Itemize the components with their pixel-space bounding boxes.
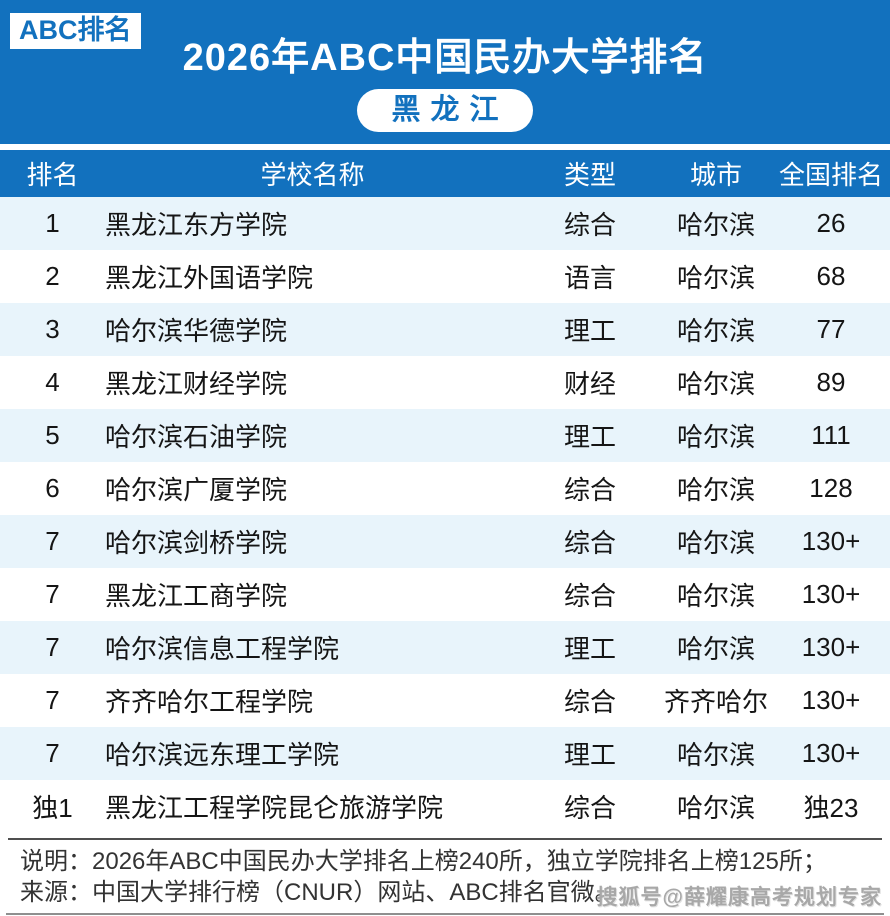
national-rank-cell: 128	[809, 473, 853, 503]
national-rank-cell: 130+	[801, 632, 861, 662]
table-row: 2 黑龙江外国语学院 语言 哈尔滨 68	[0, 250, 890, 303]
school-name-cell: 黑龙江外国语学院	[105, 263, 314, 293]
bottom-border	[6, 913, 884, 915]
table-row: 7 哈尔滨信息工程学院 理工 哈尔滨 130+	[0, 621, 890, 674]
national-rank-cell: 130+	[801, 685, 861, 715]
type-cell: 综合	[563, 528, 616, 558]
school-name-cell: 黑龙江工商学院	[105, 581, 288, 611]
table-row: 7 黑龙江工商学院 综合 哈尔滨 130+	[0, 568, 890, 621]
national-rank-cell: 89	[816, 367, 846, 397]
city-cell: 哈尔滨	[676, 422, 755, 452]
national-rank-cell: 130+	[801, 738, 861, 768]
rank-cell: 7	[45, 526, 60, 556]
rank-cell: 独1	[32, 793, 73, 823]
table-row: 6 哈尔滨广厦学院 综合 哈尔滨 128	[0, 462, 890, 515]
table-row: 7 哈尔滨远东理工学院 理工 哈尔滨 130+	[0, 727, 890, 780]
region-label: 黑龙江	[391, 93, 509, 126]
rank-cell: 2	[45, 261, 60, 291]
school-name-cell: 哈尔滨远东理工学院	[105, 740, 340, 770]
type-cell: 理工	[563, 634, 616, 664]
type-cell: 综合	[563, 581, 616, 611]
school-name-cell: 哈尔滨广厦学院	[105, 475, 288, 505]
type-cell: 理工	[563, 422, 616, 452]
city-cell: 齐齐哈尔	[663, 687, 768, 717]
city-cell: 哈尔滨	[676, 369, 755, 399]
city-cell: 哈尔滨	[676, 528, 755, 558]
table-row: 3 哈尔滨华德学院 理工 哈尔滨 77	[0, 303, 890, 356]
rank-cell: 7	[45, 685, 60, 715]
type-cell: 综合	[563, 210, 616, 240]
rank-cell: 7	[45, 579, 60, 609]
city-cell: 哈尔滨	[676, 581, 755, 611]
national-rank-cell: 111	[811, 420, 851, 450]
table-row: 1 黑龙江东方学院 综合 哈尔滨 26	[0, 197, 890, 250]
footer-divider	[8, 838, 882, 840]
col-header-city: 城市	[689, 160, 742, 190]
city-cell: 哈尔滨	[676, 263, 755, 293]
banner: ABC排名 2026年ABC中国民办大学排名 黑龙江	[0, 0, 890, 144]
national-rank-cell: 26	[816, 208, 846, 238]
school-name-cell: 哈尔滨华德学院	[105, 316, 288, 346]
col-header-national-rank: 全国排名	[778, 160, 883, 190]
national-rank-cell: 独23	[803, 793, 859, 823]
type-cell: 理工	[563, 316, 616, 346]
type-cell: 综合	[563, 475, 616, 505]
abc-ranking-badge: ABC排名	[10, 13, 141, 49]
type-cell: 语言	[563, 263, 616, 293]
type-cell: 理工	[563, 740, 616, 770]
rank-cell: 1	[45, 208, 60, 238]
school-name-cell: 黑龙江财经学院	[105, 369, 288, 399]
school-name-cell: 哈尔滨剑桥学院	[105, 528, 288, 558]
table-row: 4 黑龙江财经学院 财经 哈尔滨 89	[0, 356, 890, 409]
national-rank-cell: 130+	[801, 579, 861, 609]
table-header-row: 排名 学校名称 类型 城市 全国排名	[0, 150, 890, 197]
region-pill: 黑龙江	[357, 88, 533, 132]
col-header-type: 类型	[563, 160, 616, 190]
city-cell: 哈尔滨	[676, 210, 755, 240]
national-rank-cell: 77	[816, 314, 846, 344]
col-header-school-name: 学校名称	[260, 160, 365, 190]
note-line: 说明：2026年ABC中国民办大学排名上榜240所，独立学院排名上榜125所；	[20, 848, 827, 875]
national-rank-cell: 68	[816, 261, 846, 291]
rank-cell: 3	[45, 314, 60, 344]
table-row: 7 齐齐哈尔工程学院 综合 齐齐哈尔 130+	[0, 674, 890, 727]
table-body: 1 黑龙江东方学院 综合 哈尔滨 26 2 黑龙江外国语学院 语言 哈尔滨 68…	[0, 197, 890, 833]
rank-cell: 4	[45, 367, 60, 397]
watermark: 搜狐号@薛耀康高考规划专家	[596, 886, 882, 909]
city-cell: 哈尔滨	[676, 475, 755, 505]
city-cell: 哈尔滨	[676, 634, 755, 664]
school-name-cell: 哈尔滨信息工程学院	[105, 634, 340, 664]
school-name-cell: 黑龙江工程学院昆仑旅游学院	[105, 793, 444, 823]
footer: 说明：2026年ABC中国民办大学排名上榜240所，独立学院排名上榜125所； …	[0, 840, 890, 909]
rank-cell: 7	[45, 632, 60, 662]
city-cell: 哈尔滨	[676, 740, 755, 770]
type-cell: 综合	[563, 793, 616, 823]
school-name-cell: 齐齐哈尔工程学院	[105, 687, 314, 717]
table-row: 7 哈尔滨剑桥学院 综合 哈尔滨 130+	[0, 515, 890, 568]
city-cell: 哈尔滨	[676, 793, 755, 823]
source-line: 来源：中国大学排行榜（CNUR）网站、ABC排名官微。	[20, 879, 619, 906]
school-name-cell: 黑龙江东方学院	[105, 210, 288, 240]
city-cell: 哈尔滨	[676, 316, 755, 346]
national-rank-cell: 130+	[801, 526, 861, 556]
page-title: 2026年ABC中国民办大学排名	[182, 37, 708, 79]
type-cell: 财经	[563, 369, 616, 399]
table-row: 5 哈尔滨石油学院 理工 哈尔滨 111	[0, 409, 890, 462]
type-cell: 综合	[563, 687, 616, 717]
col-header-rank: 排名	[26, 160, 79, 190]
rank-cell: 6	[45, 473, 60, 503]
rank-cell: 5	[45, 420, 60, 450]
school-name-cell: 哈尔滨石油学院	[105, 422, 288, 452]
table-row: 独1 黑龙江工程学院昆仑旅游学院 综合 哈尔滨 独23	[0, 780, 890, 833]
rank-cell: 7	[45, 738, 60, 768]
